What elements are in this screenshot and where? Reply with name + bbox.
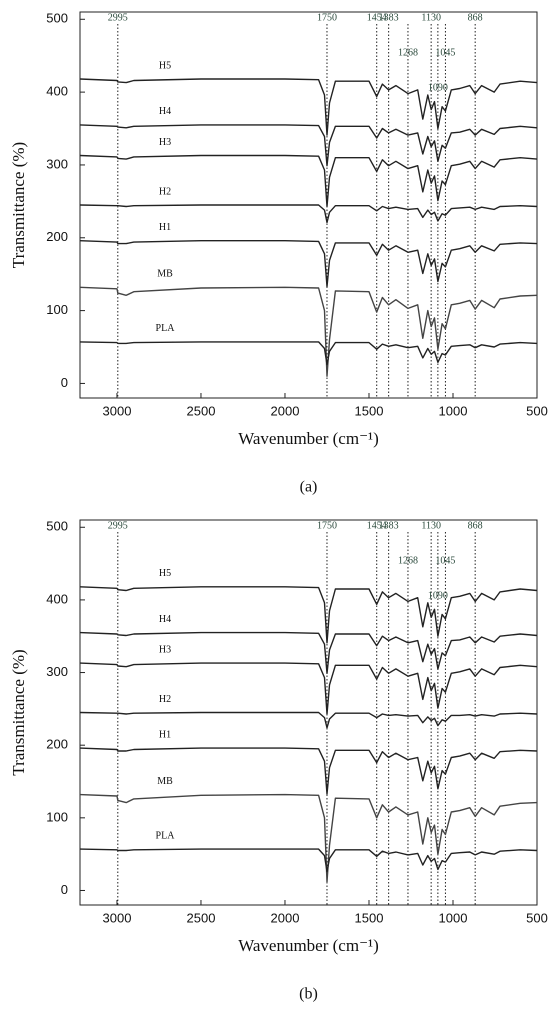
series-label: H5 — [159, 60, 171, 71]
reference-label: 2995 — [108, 12, 128, 23]
reference-label: 1268 — [398, 47, 418, 58]
y-tick-label: 200 — [46, 229, 68, 244]
x-tick-label: 1500 — [355, 403, 384, 418]
panel-caption: (a) — [300, 479, 318, 496]
reference-label: 1130 — [421, 520, 441, 531]
x-tick-label: 2000 — [271, 403, 300, 418]
spectrum-line — [79, 124, 538, 167]
y-tick-label: 500 — [46, 11, 68, 26]
y-tick-label: 300 — [46, 664, 68, 679]
reference-label: 1090 — [428, 82, 448, 93]
series-label: PLA — [156, 830, 176, 841]
reference-label: 1045 — [435, 47, 455, 58]
spectrum-line — [79, 154, 538, 208]
reference-label: 1383 — [379, 520, 399, 531]
y-tick-label: 500 — [46, 519, 68, 534]
reference-label: 1130 — [421, 12, 441, 23]
panel-caption: (b) — [299, 986, 318, 1003]
reference-label: 1268 — [398, 555, 418, 566]
x-tick-label: 2000 — [271, 910, 300, 925]
y-tick-label: 400 — [46, 84, 68, 99]
reference-label: 1750 — [317, 12, 337, 23]
series-label: H3 — [159, 137, 171, 148]
series-label: MB — [157, 269, 173, 280]
series-label: H1 — [159, 222, 171, 233]
spectrum-line — [79, 711, 538, 729]
y-tick-label: 0 — [61, 882, 68, 897]
spectrum-line — [79, 747, 538, 795]
series-label: MB — [157, 776, 173, 787]
reference-label: 1454 — [367, 520, 387, 531]
reference-label: 868 — [468, 520, 483, 531]
x-tick-label: 1000 — [439, 910, 468, 925]
spectrum-line — [79, 204, 538, 224]
reference-label: 2995 — [108, 520, 128, 531]
x-tick-label: 1500 — [355, 910, 384, 925]
y-tick-label: 400 — [46, 591, 68, 606]
spectrum-line — [79, 586, 538, 644]
x-axis-label: Wavenumber (cm⁻¹) — [238, 936, 379, 955]
series-label: H1 — [159, 729, 171, 740]
spectrum-line — [79, 631, 538, 674]
series-label: H5 — [159, 568, 171, 579]
x-tick-label: 1000 — [439, 403, 468, 418]
series-label: H2 — [159, 694, 171, 705]
spectrum-line — [79, 240, 538, 288]
reference-label: 1454 — [367, 12, 387, 23]
x-tick-label: 3000 — [103, 910, 132, 925]
spectrum-line — [79, 848, 538, 873]
x-tick-label: 3000 — [103, 403, 132, 418]
series-label: H2 — [159, 186, 171, 197]
reference-label: 1750 — [317, 520, 337, 531]
reference-label: 1045 — [435, 555, 455, 566]
y-tick-label: 100 — [46, 302, 68, 317]
series-label: H3 — [159, 644, 171, 655]
x-tick-label: 2500 — [187, 910, 216, 925]
y-tick-label: 100 — [46, 809, 68, 824]
reference-label: 868 — [468, 12, 483, 23]
spectrum-line — [79, 286, 538, 377]
reference-label: 1383 — [379, 12, 399, 23]
series-label: PLA — [156, 323, 176, 334]
y-tick-label: 200 — [46, 737, 68, 752]
series-label: H4 — [159, 614, 171, 625]
y-tick-label: 0 — [61, 375, 68, 390]
spectrum-line — [79, 662, 538, 715]
series-label: H4 — [159, 106, 171, 117]
spectrum-line — [79, 78, 538, 136]
x-tick-label: 500 — [526, 910, 548, 925]
y-axis-label: Transmittance (%) — [9, 142, 28, 268]
y-tick-label: 300 — [46, 156, 68, 171]
x-axis-label: Wavenumber (cm⁻¹) — [238, 429, 379, 448]
x-tick-label: 2500 — [187, 403, 216, 418]
spectrum-line — [79, 793, 538, 883]
y-axis-label: Transmittance (%) — [9, 649, 28, 775]
x-tick-label: 500 — [526, 403, 548, 418]
reference-label: 1090 — [428, 590, 448, 601]
spectrum-line — [79, 341, 538, 366]
